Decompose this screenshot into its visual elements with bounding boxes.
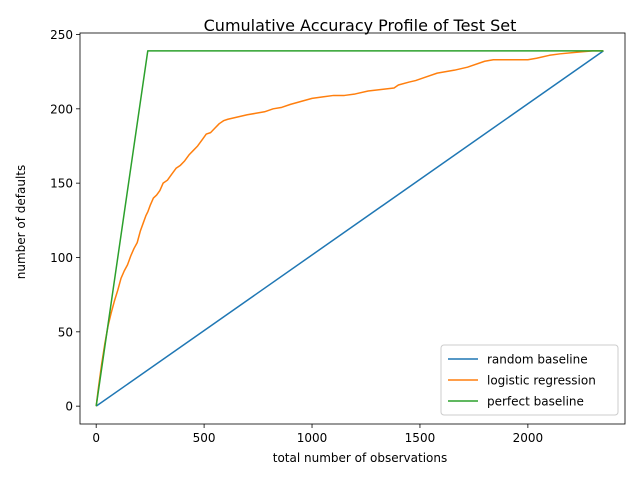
x-tick-label-4: 2000	[513, 431, 544, 445]
series-line-0	[95, 50, 604, 407]
x-tick-label-2: 1000	[297, 431, 328, 445]
series-line-1	[95, 50, 604, 407]
legend-label-0: random baseline	[487, 353, 588, 367]
x-tick-label-1: 500	[193, 431, 216, 445]
legend-box	[440, 344, 619, 416]
chart-title: Cumulative Accuracy Profile of Test Set	[204, 16, 517, 35]
series-line-2	[95, 50, 604, 407]
y-tick-label-3: 150	[50, 177, 73, 191]
plot-frame	[79, 32, 626, 425]
series-layer	[95, 50, 604, 407]
legend-label-2: perfect baseline	[487, 395, 584, 409]
x-tick-label-3: 1500	[405, 431, 436, 445]
x-axis-label: total number of observations	[273, 451, 448, 465]
y-tick-label-0: 0	[65, 400, 73, 414]
y-tick-label-2: 100	[50, 251, 73, 265]
y-tick-label-5: 250	[50, 28, 73, 42]
legend-label-1: logistic regression	[487, 374, 596, 388]
y-axis-label: number of defaults	[14, 165, 28, 280]
y-tick-label-4: 200	[50, 102, 73, 116]
y-tick-label-1: 50	[58, 325, 73, 339]
legend: random baseline logistic regression perfec…	[440, 344, 619, 416]
x-tick-label-0: 0	[92, 431, 100, 445]
axes-layer: 0 500 1000 1500 2000 0 50 100 150 200 250	[50, 28, 626, 445]
